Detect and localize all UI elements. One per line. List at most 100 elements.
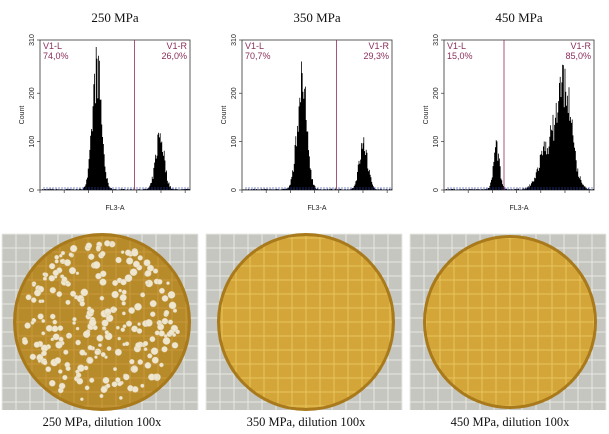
colony — [60, 259, 63, 262]
colony — [59, 383, 65, 389]
colony — [54, 255, 58, 259]
colony — [89, 319, 96, 326]
colony — [103, 377, 109, 383]
colony — [66, 300, 71, 305]
colony — [112, 291, 119, 298]
y-tick-label: 310 — [231, 34, 238, 46]
colony — [104, 240, 110, 246]
colony — [166, 281, 169, 284]
colony — [132, 386, 138, 392]
colony — [38, 359, 41, 362]
y-axis-label: Count — [423, 106, 430, 125]
histogram — [445, 65, 594, 190]
colony — [121, 279, 127, 285]
colony — [159, 363, 163, 367]
colony — [95, 273, 101, 279]
colony — [125, 250, 131, 256]
colony — [85, 386, 89, 390]
colony — [145, 362, 151, 368]
colony — [77, 378, 83, 384]
colony — [81, 289, 88, 296]
gate-left-pct: 15,0% — [447, 51, 473, 61]
colony — [100, 394, 104, 398]
photo-caption: 250 MPa, dilution 100x — [43, 415, 163, 429]
gate-right-pct: 85,0% — [565, 51, 591, 61]
colony — [112, 382, 117, 387]
colony — [113, 367, 117, 371]
colony — [129, 359, 134, 364]
colony — [50, 314, 55, 319]
colony — [67, 335, 70, 338]
colony — [58, 325, 63, 330]
gate-left-name: V1-L — [447, 41, 466, 51]
colony — [150, 336, 156, 342]
photo-caption: 350 MPa, dilution 100x — [247, 415, 367, 429]
colony — [97, 335, 104, 342]
colony — [79, 350, 85, 356]
y-tick-label: 200 — [433, 87, 440, 99]
colony — [147, 353, 152, 358]
colony — [100, 296, 104, 300]
colony — [150, 312, 155, 317]
colony — [63, 350, 68, 355]
colony — [168, 291, 175, 298]
colony — [121, 328, 125, 332]
colony — [113, 307, 117, 311]
gate-right-name: V1-R — [166, 41, 187, 51]
colony — [115, 377, 120, 382]
colony — [148, 374, 155, 381]
colony — [159, 330, 165, 336]
colony — [101, 352, 106, 357]
colony — [102, 326, 105, 329]
colony — [76, 327, 79, 330]
colony — [95, 350, 100, 355]
colony — [144, 348, 147, 351]
colony — [58, 369, 62, 373]
colony — [126, 321, 132, 327]
colony — [50, 287, 56, 293]
colony — [128, 307, 134, 313]
colony — [86, 243, 92, 249]
colony — [42, 319, 46, 323]
colony — [76, 272, 79, 275]
colony — [88, 345, 93, 350]
y-tick-label: 0 — [231, 188, 238, 192]
colony — [43, 360, 48, 365]
colony — [105, 330, 109, 334]
y-axis-label: Count — [19, 106, 26, 125]
y-tick-label: 100 — [231, 136, 238, 148]
y-tick-label: 0 — [433, 188, 440, 192]
x-axis-label: FL3-A — [509, 205, 528, 212]
colony — [31, 297, 36, 302]
colony — [150, 300, 157, 307]
colony — [83, 331, 90, 338]
colony — [116, 326, 119, 329]
colony — [30, 354, 36, 360]
colony — [55, 260, 59, 264]
colony — [119, 396, 122, 399]
colony — [52, 326, 58, 332]
colony — [65, 281, 69, 285]
colony — [41, 351, 46, 356]
colony — [109, 243, 112, 246]
colony — [75, 340, 80, 345]
colony — [122, 312, 125, 315]
colony — [72, 317, 76, 321]
colony — [34, 290, 41, 297]
colony — [173, 309, 177, 313]
colony — [125, 342, 129, 346]
colony — [162, 346, 168, 352]
colony — [89, 378, 94, 383]
plot-frame — [40, 40, 190, 190]
gate-right-pct: 29,3% — [363, 51, 389, 61]
y-tick-label: 200 — [231, 87, 238, 99]
colony — [106, 313, 109, 316]
colony — [134, 303, 141, 310]
colony — [41, 300, 44, 303]
colony — [57, 291, 62, 296]
colony — [31, 321, 34, 324]
colony — [98, 343, 101, 346]
histogram — [243, 62, 392, 191]
colony — [140, 384, 144, 388]
x-axis-label: FL3-A — [105, 205, 124, 212]
